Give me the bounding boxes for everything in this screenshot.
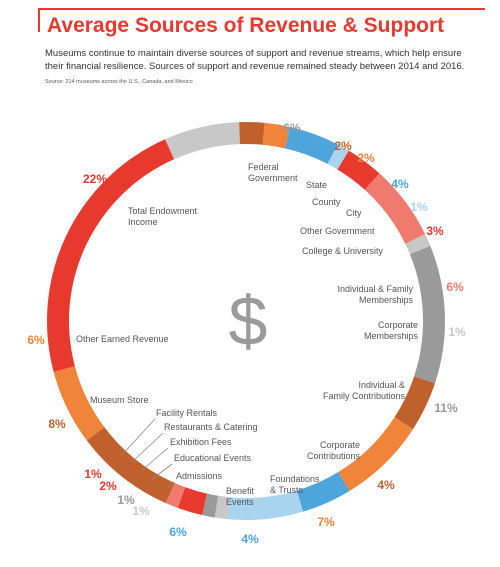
slice-corporate-contributions [394,376,435,430]
label-other-government: Other Government [300,226,375,236]
label-facility-rentals: Facility Rentals [156,408,218,418]
dollar-sign-icon: $ [229,282,268,360]
slice-percent-labels: 6%2%2%4%1%3%6%1%11%4%7%4%6%1%1%2%1%8%6%2… [27,121,466,546]
pct-other-government: 1% [410,200,428,214]
leader-restaurants-and-catering [130,432,164,464]
label-individual-and-family-memberships: Individual & Family Memberships [337,284,413,305]
label-total-endowment-income: Total Endowment Income [128,206,198,227]
pct-total-endowment-income: 22% [83,172,107,186]
slice-corporate-memberships [405,234,431,255]
pct-benefit-events: 4% [241,532,259,546]
pct-federal-government: 6% [283,121,301,135]
donut-slices [47,121,445,520]
label-corporate-memberships: Corporate Memberships [364,320,419,341]
pct-other-earned-revenue: 6% [27,333,45,347]
label-foundations-and-trusts: Foundations & Trusts [270,474,320,495]
leader-lines [120,418,175,491]
label-other-earned-revenue: Other Earned Revenue [76,334,169,344]
slice-city [285,126,338,164]
slice-restaurants-and-catering [177,487,207,516]
label-county: County [312,197,341,207]
label-admissions: Admissions [176,471,223,481]
slice-facility-rentals [165,483,186,508]
slice-federal-government [165,122,240,160]
leader-admissions [164,481,175,491]
label-federal-government: Federal Government [248,162,298,183]
pct-county: 2% [357,151,375,165]
label-exhibition-fees: Exhibition Fees [170,437,232,447]
slice-college-and-university [337,150,380,190]
slice-total-endowment-income [47,139,175,372]
pct-exhibition-fees: 1% [117,493,135,507]
pct-college-and-university: 3% [426,224,444,238]
leader-facility-rentals [120,418,156,457]
label-individual-and-family-contributions: Individual & Family Contributions [323,380,406,401]
label-museum-store: Museum Store [90,395,149,405]
slice-exhibition-fees [202,493,219,518]
slice-individual-and-family-contributions [409,245,445,384]
label-educational-events: Educational Events [174,453,252,463]
pct-state: 2% [334,139,352,153]
slice-other-government [327,144,349,170]
chart-title: Average Sources of Revenue & Support [47,14,445,37]
label-benefit-events: Benefit Events [226,486,255,507]
leader-exhibition-fees [140,447,169,472]
pct-corporate-memberships: 1% [448,325,466,339]
slice-admissions [227,490,304,520]
leader-educational-events [150,463,173,481]
slice-county [262,122,290,149]
chart-subtitle: Museums continue to maintain diverse sou… [45,48,465,72]
pct-educational-events: 1% [132,504,150,518]
slice-individual-and-family-memberships [364,173,426,244]
pct-facility-rentals: 1% [84,467,102,481]
slice-benefit-events [296,472,350,512]
slice-state [239,121,265,145]
slice-museum-store [86,427,175,504]
pct-admissions: 6% [169,525,187,539]
slice-educational-events [214,495,230,520]
slice-other-earned-revenue [53,366,105,441]
chart-source: Source: 214 museums across the U.S., Can… [45,79,193,85]
pct-restaurants-and-catering: 2% [99,479,117,493]
pct-individual-and-family-memberships: 6% [446,280,464,294]
label-state: State [306,180,327,190]
pct-museum-store: 8% [48,417,66,431]
label-city: City [346,208,362,218]
pct-city: 4% [391,177,409,191]
title-accent-line [38,8,40,32]
pct-foundations-and-trusts: 7% [317,515,335,529]
pct-individual-and-family-contributions: 11% [434,401,458,415]
label-college-and-university: College & University [302,246,384,256]
slice-foundations-and-trusts [338,417,414,491]
title-rule [38,8,485,10]
label-corporate-contributions: Corporate Contributions [307,440,361,461]
label-restaurants-and-catering: Restaurants & Catering [164,422,258,432]
slice-labels: Federal Government State County City Other Go… [76,162,418,507]
pct-corporate-contributions: 4% [377,478,395,492]
